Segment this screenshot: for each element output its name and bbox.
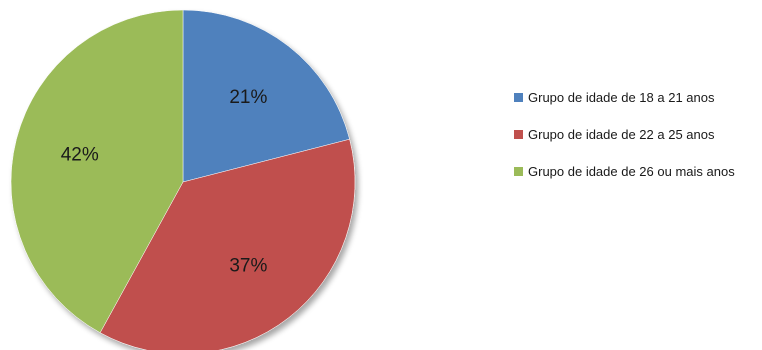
legend-swatch-26-plus (514, 166, 523, 176)
slice-26-plus (10, 9, 184, 334)
legend-label-22-25: Grupo de idade de 22 a 25 anos (528, 126, 715, 142)
pie-value-labels: 21% 37% 42% (61, 87, 268, 277)
slice-22-25 (99, 138, 356, 350)
value-label-22-25: 37% (229, 255, 267, 276)
legend-item-26-plus: Grupo de idade de 26 ou mais anos (514, 161, 760, 181)
legend-item-22-25: Grupo de idade de 22 a 25 anos (514, 124, 760, 144)
pie-slices (10, 9, 356, 350)
value-label-26-plus: 42% (61, 144, 99, 165)
legend-swatch-18-21 (514, 92, 523, 102)
value-label-18-21: 21% (229, 87, 267, 108)
slice-18-21 (182, 9, 350, 183)
legend-item-18-21: Grupo de idade de 18 a 21 anos (514, 87, 760, 107)
legend-swatch-22-25 (514, 129, 523, 139)
legend-label-18-21: Grupo de idade de 18 a 21 anos (528, 89, 715, 105)
legend: Grupo de idade de 18 a 21 anos Grupo de … (514, 87, 760, 198)
legend-label-26-plus: Grupo de idade de 26 ou mais anos (528, 163, 735, 179)
